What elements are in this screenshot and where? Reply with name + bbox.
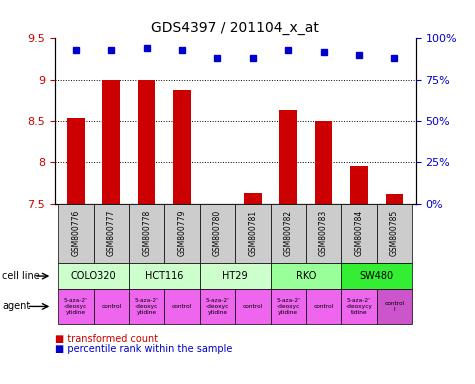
Text: GSM800785: GSM800785 [390,210,399,257]
Text: control: control [243,304,263,309]
Text: GSM800783: GSM800783 [319,210,328,257]
Title: GDS4397 / 201104_x_at: GDS4397 / 201104_x_at [151,21,319,35]
Text: control: control [101,304,122,309]
Text: agent: agent [2,301,30,311]
Bar [386,194,403,204]
Text: GSM800778: GSM800778 [142,210,151,257]
Text: 5-aza-2'
-deoxyc
ytidine: 5-aza-2' -deoxyc ytidine [135,298,159,315]
Bar [244,193,262,204]
Bar [173,89,191,204]
Text: GSM800780: GSM800780 [213,210,222,257]
Text: control: control [172,304,192,309]
Text: SW480: SW480 [360,271,394,281]
Text: COLO320: COLO320 [71,271,116,281]
Text: control: control [314,304,334,309]
Bar [315,121,332,204]
Text: GSM800781: GSM800781 [248,210,257,257]
Bar [103,80,120,204]
Text: GSM800779: GSM800779 [178,210,187,257]
Text: HT29: HT29 [222,271,248,281]
Text: ■ transformed count: ■ transformed count [55,334,158,344]
Text: GSM800777: GSM800777 [107,210,116,257]
Text: 5-aza-2'
-deoxyc
ytidine: 5-aza-2' -deoxyc ytidine [276,298,300,315]
Text: 5-aza-2'
-deoxyc
ytidine: 5-aza-2' -deoxyc ytidine [64,298,88,315]
Bar [279,110,297,204]
Text: HCT116: HCT116 [145,271,183,281]
Text: GSM800782: GSM800782 [284,210,293,257]
Text: RKO: RKO [296,271,316,281]
Text: cell line: cell line [2,271,40,281]
Bar [67,119,85,204]
Text: GSM800784: GSM800784 [354,210,363,257]
Bar [350,166,368,204]
Text: ■ percentile rank within the sample: ■ percentile rank within the sample [55,344,232,354]
Text: control
l: control l [384,301,405,312]
Text: 5-aza-2'
-deoxycy
tidine: 5-aza-2' -deoxycy tidine [345,298,372,315]
Text: GSM800776: GSM800776 [71,210,80,257]
Bar [138,80,155,204]
Text: 5-aza-2'
-deoxyc
ytidine: 5-aza-2' -deoxyc ytidine [206,298,229,315]
